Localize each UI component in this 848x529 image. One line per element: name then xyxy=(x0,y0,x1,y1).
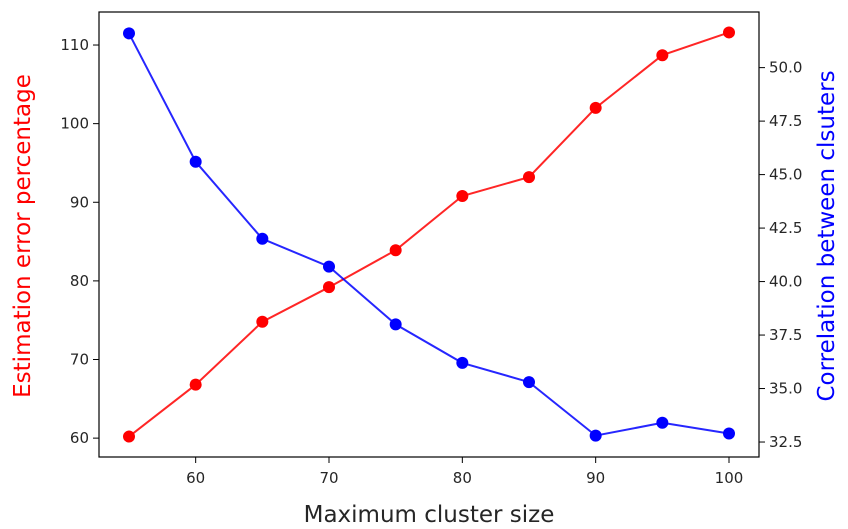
right-y-tick-label: 50.0 xyxy=(769,59,802,77)
series-right-point xyxy=(256,232,269,245)
series-left-point xyxy=(389,244,402,257)
series-left-point xyxy=(523,171,535,184)
right-y-tick-label: 45.0 xyxy=(769,166,802,184)
right-y-tick-label: 42.5 xyxy=(769,219,802,237)
right-y-tick-label: 32.5 xyxy=(769,433,802,451)
series-right-point xyxy=(123,27,135,40)
series-right-point xyxy=(456,356,469,369)
series-layer xyxy=(123,26,735,443)
right-y-tick-label: 37.5 xyxy=(769,326,802,344)
left-y-tick-label: 60 xyxy=(70,429,89,447)
left-y-tick-label: 110 xyxy=(60,36,89,54)
series-left-point xyxy=(456,189,469,202)
x-tick-label: 90 xyxy=(586,469,605,487)
series-right-line xyxy=(128,32,730,437)
series-left-point xyxy=(656,49,669,62)
series-right-point xyxy=(323,260,335,273)
series-left-point xyxy=(723,26,735,39)
left-y-tick-label: 90 xyxy=(70,193,89,211)
x-axis-title: Maximum cluster size xyxy=(304,502,555,528)
series-right-point xyxy=(589,429,602,442)
series-right-point xyxy=(656,416,669,429)
x-tick-label: 70 xyxy=(319,469,338,487)
series-left-point xyxy=(123,430,135,443)
x-tick-label: 80 xyxy=(453,469,472,487)
right-y-tick-label: 47.5 xyxy=(769,112,802,130)
series-right-point xyxy=(189,155,202,168)
series-left-point xyxy=(189,378,202,391)
x-tick-label: 100 xyxy=(715,469,744,487)
series-right-point xyxy=(389,318,402,331)
left-y-axis-ticks: 60 70 80 90 100 110 xyxy=(60,36,99,447)
right-y-axis-ticks: 32.5 35.0 37.5 40.0 42.5 45.0 47.5 50.0 xyxy=(759,59,802,451)
plot-frame xyxy=(98,11,760,458)
left-y-axis-title: Estimation error percentage xyxy=(10,74,36,398)
series-left-point xyxy=(256,315,269,328)
left-y-tick-label: 100 xyxy=(60,115,89,133)
left-y-tick-label: 80 xyxy=(70,272,89,290)
right-y-tick-label: 40.0 xyxy=(769,273,802,291)
series-right-point xyxy=(523,376,535,389)
right-y-tick-label: 35.0 xyxy=(769,380,802,398)
series-left-line xyxy=(128,31,730,438)
series-left-point xyxy=(589,101,602,114)
left-y-tick-label: 70 xyxy=(70,351,89,369)
series-right-point xyxy=(723,427,735,440)
x-axis-ticks: 60 70 80 90 100 xyxy=(186,457,743,487)
x-tick-label: 60 xyxy=(186,469,205,487)
right-y-axis-title: Correlation between clsuters xyxy=(814,70,840,401)
series-left-point xyxy=(323,281,335,294)
